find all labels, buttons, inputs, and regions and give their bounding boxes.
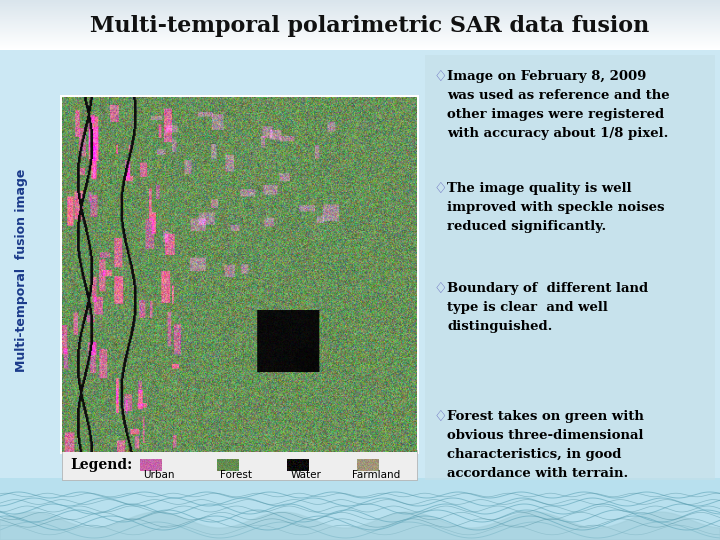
- Bar: [0, 12, 720, 13]
- Text: Forest: Forest: [220, 470, 252, 480]
- Bar: [0, 50, 720, 480]
- Bar: [0, 15, 720, 16]
- Bar: [0, 44, 720, 45]
- Text: The image quality is well
improved with speckle noises
reduced significantly.: The image quality is well improved with …: [447, 182, 665, 233]
- Bar: [0, 31, 720, 32]
- Bar: [0, 478, 720, 540]
- Bar: [0, 40, 720, 41]
- Bar: [0, 9, 720, 10]
- Bar: [0, 20, 720, 21]
- Text: ♢: ♢: [433, 70, 446, 84]
- Bar: [0, 3, 720, 4]
- Bar: [425, 55, 715, 480]
- Text: ♢: ♢: [433, 182, 446, 196]
- Bar: [0, 14, 720, 15]
- Bar: [0, 46, 720, 47]
- Bar: [0, 4, 720, 5]
- Bar: [0, 0, 720, 1]
- Bar: [60, 95, 419, 454]
- Bar: [0, 34, 720, 35]
- Bar: [0, 35, 720, 36]
- Bar: [0, 5, 720, 6]
- Bar: [0, 8, 720, 9]
- Text: Multi-temporal polarimetric SAR data fusion: Multi-temporal polarimetric SAR data fus…: [91, 15, 649, 37]
- Bar: [0, 10, 720, 11]
- Bar: [0, 13, 720, 14]
- Text: Image on February 8, 2009
was used as reference and the
other images were regist: Image on February 8, 2009 was used as re…: [447, 70, 670, 140]
- Bar: [0, 27, 720, 28]
- Bar: [0, 43, 720, 44]
- Bar: [0, 36, 720, 37]
- Bar: [0, 25, 720, 26]
- Bar: [0, 6, 720, 7]
- Bar: [0, 49, 720, 50]
- Bar: [0, 41, 720, 42]
- Text: Farmland: Farmland: [352, 470, 400, 480]
- Bar: [0, 37, 720, 38]
- Bar: [0, 32, 720, 33]
- Bar: [0, 11, 720, 12]
- Bar: [0, 22, 720, 23]
- Text: Boundary of  different land
type is clear  and well
distinguished.: Boundary of different land type is clear…: [447, 282, 648, 333]
- Bar: [0, 2, 720, 3]
- Bar: [0, 7, 720, 8]
- Bar: [0, 30, 720, 31]
- Bar: [0, 19, 720, 20]
- Bar: [0, 24, 720, 25]
- Bar: [0, 39, 720, 40]
- Text: ♢: ♢: [433, 282, 446, 296]
- Text: ♢: ♢: [433, 410, 446, 424]
- Bar: [0, 38, 720, 39]
- Bar: [0, 23, 720, 24]
- Text: Forest takes on green with
obvious three-dimensional
characteristics, in good
ac: Forest takes on green with obvious three…: [447, 410, 644, 480]
- Bar: [0, 48, 720, 49]
- Text: Water: Water: [291, 470, 321, 480]
- Bar: [62, 450, 417, 480]
- Bar: [0, 21, 720, 22]
- Bar: [0, 16, 720, 17]
- Bar: [0, 18, 720, 19]
- Bar: [0, 28, 720, 29]
- Bar: [0, 33, 720, 34]
- Text: Legend:: Legend:: [70, 458, 132, 472]
- Bar: [0, 47, 720, 48]
- Bar: [0, 1, 720, 2]
- Bar: [0, 26, 720, 27]
- Bar: [0, 45, 720, 46]
- Bar: [0, 17, 720, 18]
- Bar: [0, 42, 720, 43]
- Bar: [0, 29, 720, 30]
- Text: Multi-temporal  fusion image: Multi-temporal fusion image: [16, 168, 29, 372]
- Text: Urban: Urban: [143, 470, 175, 480]
